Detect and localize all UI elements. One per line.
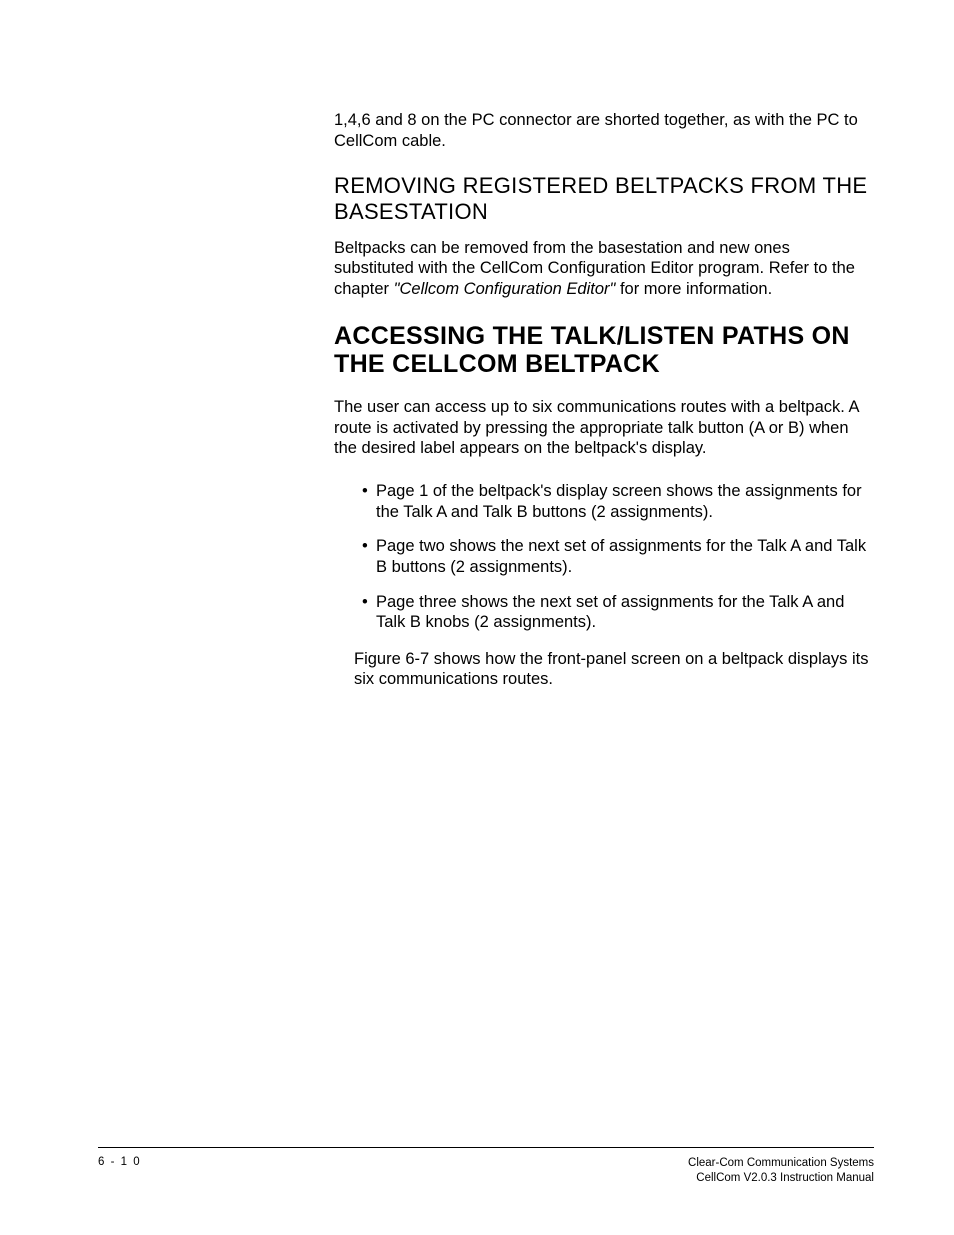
footer-right: Clear-Com Communication Systems CellCom … [688, 1156, 874, 1185]
section1-body-italic: "Cellcom Configuration Editor" [394, 280, 616, 298]
intro-paragraph: 1,4,6 and 8 on the PC connector are shor… [334, 110, 874, 151]
section2-after-list: Figure 6-7 shows how the front-panel scr… [354, 649, 874, 690]
page-content: 1,4,6 and 8 on the PC connector are shor… [334, 110, 874, 706]
bullet-item: Page two shows the next set of assignmen… [364, 536, 874, 577]
page-number: 6 - 1 0 [98, 1156, 141, 1168]
section1-body: Beltpacks can be removed from the basest… [334, 238, 874, 300]
bullet-list: Page 1 of the beltpack's display screen … [364, 481, 874, 633]
section1-body-post: for more information. [615, 280, 772, 298]
section2-intro: The user can access up to six communicat… [334, 397, 874, 459]
bullet-item: Page 1 of the beltpack's display screen … [364, 481, 874, 522]
bullet-item: Page three shows the next set of assignm… [364, 592, 874, 633]
page-footer: 6 - 1 0 Clear-Com Communication Systems … [98, 1147, 874, 1185]
footer-line2: CellCom V2.0.3 Instruction Manual [688, 1171, 874, 1185]
major-heading-accessing: ACCESSING THE TALK/LISTEN PATHS ON THE C… [334, 322, 874, 380]
footer-line1: Clear-Com Communication Systems [688, 1156, 874, 1170]
section-heading-removing: REMOVING REGISTERED BELTPACKS FROM THE B… [334, 173, 874, 224]
